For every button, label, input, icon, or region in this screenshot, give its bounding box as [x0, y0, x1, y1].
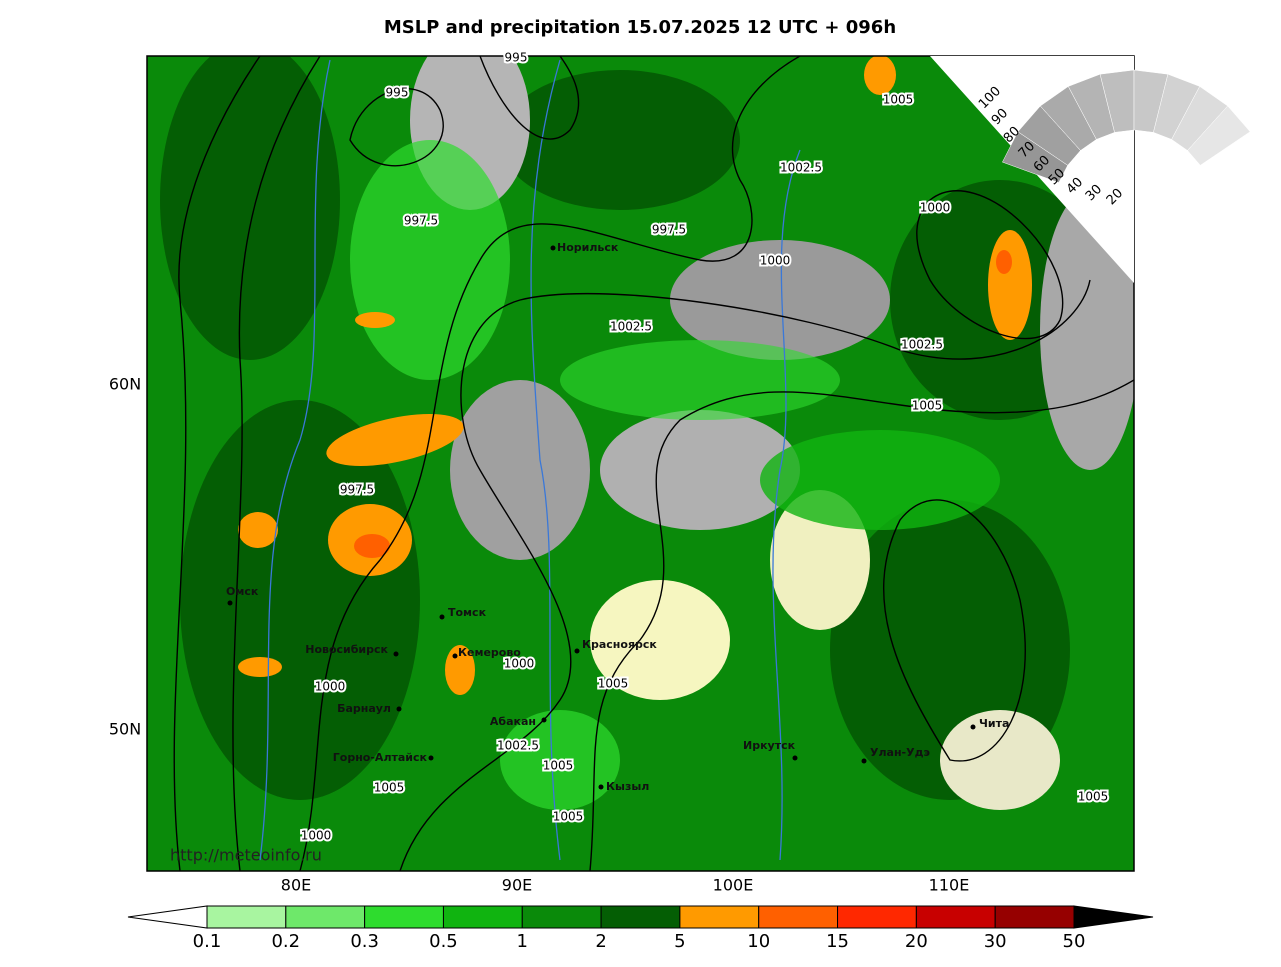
isobar-label: 1000 — [504, 657, 535, 671]
isobar-label: 1000 — [315, 680, 346, 694]
city-label: Чита — [979, 717, 1009, 730]
axis-labels: 60N 50N 80E 90E 100E 110E — [109, 375, 969, 895]
city-labels: Омск Томск Новосибирск Кемерово Красноярск Ба… — [226, 241, 1009, 793]
isobar-label: 1002.5 — [901, 338, 943, 352]
city-label: Улан-Удэ — [870, 746, 930, 759]
legend-label: 30 — [984, 931, 1007, 952]
legend-under-arrow — [127, 905, 208, 929]
isobar-label: 1005 — [553, 810, 584, 824]
city-marker — [598, 784, 604, 790]
isobar-label: 995 — [505, 51, 528, 65]
legend-swatch — [758, 905, 839, 929]
legend-swatch — [837, 905, 917, 929]
legend-swatch — [994, 905, 1075, 929]
legend-label: 0.5 — [429, 931, 458, 952]
legend-swatch — [521, 905, 602, 929]
city-label: Новосибирск — [305, 643, 388, 656]
city-marker — [861, 758, 867, 764]
isobar-label: 1000 — [760, 254, 791, 268]
legend-label: 0.3 — [350, 931, 379, 952]
latitude-label: 60N — [109, 375, 141, 394]
title: MSLP and precipitation 15.07.2025 12 UTC… — [384, 17, 896, 38]
legend-swatch — [285, 905, 366, 929]
longitude-label: 80E — [281, 876, 311, 895]
isobar-label: 1005 — [883, 93, 914, 107]
source-url: http://meteoinfo.ru — [170, 846, 322, 865]
city-label: Норильск — [557, 241, 619, 254]
legend-label: 2 — [595, 931, 606, 952]
city-marker — [550, 245, 556, 251]
city-marker — [439, 614, 445, 620]
isobar-label: 1005 — [598, 677, 629, 691]
legend-label: 10 — [747, 931, 770, 952]
longitude-label: 110E — [929, 876, 970, 895]
city-marker — [393, 651, 399, 657]
isobar-label: 1000 — [301, 829, 332, 843]
city-marker — [574, 648, 580, 654]
isobar-label: 997.5 — [340, 483, 374, 497]
longitude-label: 100E — [713, 876, 754, 895]
city-label: Горно-Алтайск — [333, 751, 428, 764]
city-marker — [428, 755, 434, 761]
city-marker — [970, 724, 976, 730]
legend-label: 0.1 — [193, 931, 222, 952]
isobar-label: 1005 — [543, 759, 574, 773]
cloud-scale-sector — [1187, 105, 1251, 166]
legend-over-arrow — [1073, 905, 1154, 929]
legend-label: 0.2 — [271, 931, 300, 952]
city-label: Красноярск — [582, 638, 657, 651]
legend-swatch — [915, 905, 996, 929]
city-marker — [541, 717, 547, 723]
isobar-label: 997.5 — [404, 214, 438, 228]
legend-label: 1 — [517, 931, 528, 952]
city-marker — [452, 653, 458, 659]
city-marker — [396, 706, 402, 712]
city-label: Кемерово — [458, 646, 521, 659]
city-label: Омск — [226, 585, 259, 598]
isobar-label: 1002.5 — [610, 320, 652, 334]
city-label: Барнаул — [337, 702, 391, 715]
isobar-label: 1002.5 — [497, 739, 539, 753]
legend-label: 20 — [905, 931, 928, 952]
isobar-label: 1000 — [920, 201, 951, 215]
isobar-label: 1005 — [374, 781, 405, 795]
legend-swatch — [442, 905, 523, 929]
isobar-label: 1005 — [1078, 790, 1109, 804]
isobar-label: 1005 — [912, 399, 943, 413]
city-marker — [227, 600, 233, 606]
map-frame — [146, 55, 1135, 872]
city-label: Иркутск — [743, 739, 796, 752]
city-label: Томск — [448, 606, 487, 619]
legend-swatch — [364, 905, 444, 929]
rivers — [259, 59, 801, 861]
legend-swatch — [206, 905, 287, 929]
isobar-labels: 995 995 1005 1002.5 997.5 997.5 1000 1000 1002.5… — [299, 49, 1111, 845]
longitude-label: 90E — [502, 876, 532, 895]
legend-swatch — [600, 905, 681, 929]
latitude-label: 50N — [109, 720, 141, 739]
isobar-label: 1002.5 — [780, 161, 822, 175]
legend-label: 50 — [1063, 931, 1086, 952]
legend-label: 15 — [826, 931, 849, 952]
isobar-label: 995 — [386, 86, 409, 100]
city-label: Абакан — [490, 715, 536, 728]
precipitation-legend: 0.1 0.2 0.3 0.5 1 2 5 10 15 20 30 50 — [127, 905, 1154, 952]
city-label: Кызыл — [606, 780, 649, 793]
isobar-label: 997.5 — [652, 223, 686, 237]
legend-label: 5 — [674, 931, 685, 952]
legend-swatch — [679, 905, 760, 929]
map-area — [147, 56, 1134, 871]
city-marker — [792, 755, 798, 761]
